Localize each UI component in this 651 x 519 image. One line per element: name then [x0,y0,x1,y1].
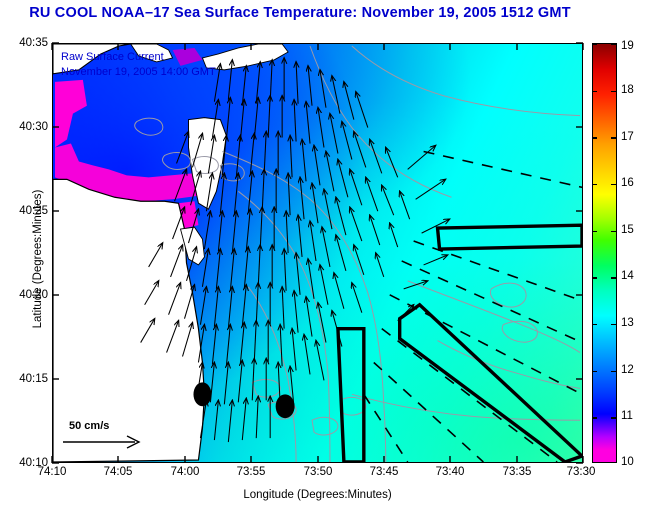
cb-tick-14: 14 [621,270,634,282]
x-tick-8: 73:30 [566,466,596,478]
x-tick-2: 74:00 [170,466,200,478]
annotation-line-1: Raw Surface Current [61,51,164,63]
scale-legend-label: 50 cm/s [69,420,110,432]
station-marker-2 [275,394,295,419]
x-tick-0: 74:10 [37,466,67,478]
y-tick-2: 40:25 [19,205,48,217]
y-tick-0: 40:35 [19,37,48,49]
cb-tick-17: 17 [621,131,634,143]
y-tick-3: 40:20 [19,289,48,301]
cb-tick-10: 10 [621,456,634,468]
x-tick-7: 73:35 [502,466,532,478]
cb-tick-16: 16 [621,177,634,189]
radial-transects [363,150,582,462]
y-tick-5: 40:10 [19,457,48,469]
x-tick-5: 73:45 [369,466,399,478]
land-mask [53,44,289,462]
x-axis-title: Longitude (Degrees:Minutes) [243,489,392,501]
station-marker-1 [193,382,212,407]
y-tick-4: 40:15 [19,373,48,385]
arrow-right-icon [63,435,141,449]
cb-tick-15: 15 [621,224,634,236]
x-tick-6: 73:40 [435,466,465,478]
cb-tick-12: 12 [621,364,634,376]
annotation-line-2: November 19, 2005 14:00 GMT [61,66,216,78]
station-markers [193,382,295,419]
y-tick-1: 40:30 [19,121,48,133]
cb-tick-13: 13 [621,317,634,329]
cb-tick-11: 11 [621,410,633,422]
scale-legend: 50 cm/s [61,420,145,454]
x-tick-1: 74:05 [103,466,133,478]
page-title: RU COOL NOAA–17 Sea Surface Temperature:… [29,5,571,21]
survey-corridors [336,223,582,462]
temperature-colorbar [592,43,617,464]
cb-tick-19: 19 [621,40,634,52]
current-annotation: Raw Surface Current November 19, 2005 14… [61,50,216,80]
x-tick-3: 73:55 [236,466,266,478]
x-tick-4: 73:50 [303,466,333,478]
cb-tick-18: 18 [621,84,634,96]
sst-map-plot[interactable]: Raw Surface Current November 19, 2005 14… [52,43,583,463]
y-axis-title: Latitude (Degrees:Minutes) [32,189,44,329]
axis-ticks [51,42,584,464]
